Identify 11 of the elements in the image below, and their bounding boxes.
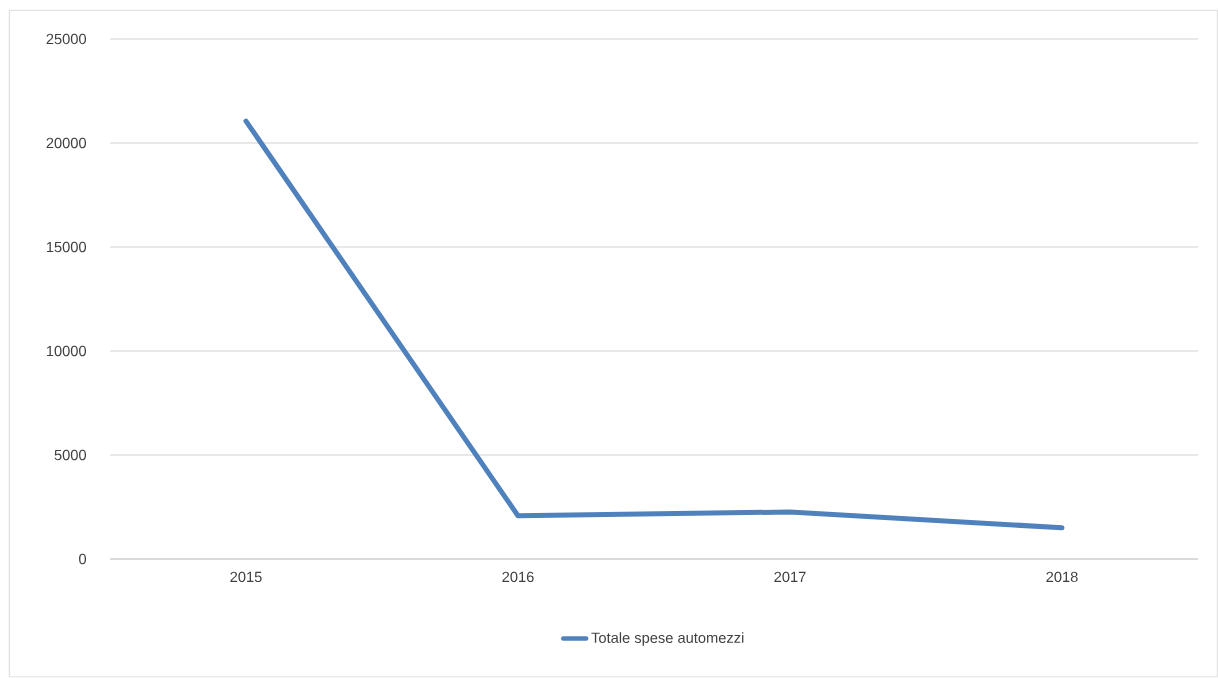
y-tick-label: 20000: [46, 138, 87, 149]
y-tick-label: 10000: [46, 346, 87, 357]
y-tick-label: 15000: [46, 242, 87, 253]
x-tick-label: 2015: [230, 571, 262, 583]
y-tick-label: 0: [79, 554, 87, 565]
y-tick-label: 5000: [54, 450, 87, 461]
x-tick-label: 2018: [1046, 571, 1078, 583]
legend-label: Totale spese automezzi: [591, 632, 744, 647]
x-tick-label: 2016: [502, 571, 534, 583]
y-tick-label: 25000: [46, 34, 87, 45]
x-tick-label: 2017: [774, 571, 806, 583]
